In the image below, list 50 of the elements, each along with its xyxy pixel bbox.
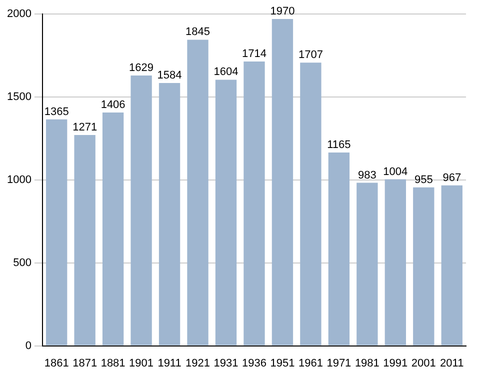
data-label: 1165	[327, 139, 351, 152]
data-label: 983	[358, 169, 376, 182]
data-label: 1271	[72, 121, 98, 134]
bar	[413, 187, 434, 346]
bar	[215, 80, 237, 346]
bar	[441, 185, 462, 346]
data-label: 1584	[157, 70, 182, 82]
x-tick-label: 1981	[354, 357, 380, 370]
x-tick-label: 1921	[186, 357, 210, 370]
bar	[46, 119, 68, 346]
bar	[356, 182, 378, 346]
data-label: 1604	[214, 66, 238, 78]
data-label: 1629	[129, 62, 154, 74]
bar	[74, 134, 96, 346]
data-label: 967	[442, 172, 462, 184]
x-tick-label: 1861	[44, 357, 69, 370]
x-tick-label: 1881	[100, 357, 126, 370]
bar	[187, 40, 208, 346]
data-label: 1714	[242, 48, 266, 60]
bar	[158, 83, 180, 346]
data-label: 1970	[270, 6, 295, 18]
x-tick-label: 2011	[440, 357, 464, 370]
data-label: 1707	[298, 49, 323, 62]
bar	[130, 76, 152, 346]
x-tick-label: 1951	[270, 357, 295, 370]
x-tick-label: 1901	[129, 357, 154, 370]
x-tick-label: 1961	[298, 357, 323, 370]
bar	[102, 112, 124, 346]
data-label: 1845	[186, 26, 210, 38]
data-label: 955	[414, 174, 433, 186]
data-label: 1004	[383, 166, 408, 178]
y-tick-label: 0	[25, 340, 32, 352]
y-tick-label: 1500	[6, 90, 32, 103]
y-tick-label: 1000	[6, 174, 32, 186]
bar	[300, 62, 322, 346]
y-tick-label: 500	[13, 256, 32, 269]
x-tick-label: 2001	[411, 357, 436, 370]
bar	[244, 61, 265, 346]
data-label: 1406	[100, 99, 126, 112]
bar	[272, 18, 294, 346]
y-tick-label: 2000	[6, 8, 32, 20]
x-tick-label: 1971	[326, 357, 352, 370]
x-tick-label: 1911	[158, 357, 182, 370]
x-tick-label: 1931	[214, 357, 238, 370]
x-tick-label: 1991	[383, 357, 408, 370]
bar	[384, 179, 406, 346]
data-label: 1365	[44, 106, 69, 118]
x-tick-label: 1871	[72, 357, 98, 370]
x-tick-label: 1936	[242, 357, 266, 370]
bar	[328, 152, 350, 346]
